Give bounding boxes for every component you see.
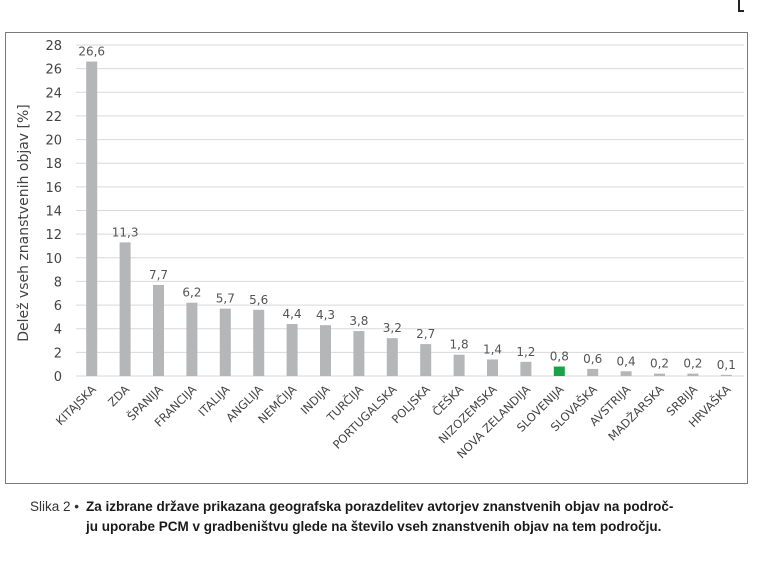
x-axis-labels: KITAJSKA ZDAŠPANIJAFRANCIJAITALIJAANGLIJA… (53, 381, 734, 461)
x-tick-label: KITAJSKA (53, 382, 99, 428)
value-label: 1,4 (483, 342, 502, 356)
y-tick-label: 20 (45, 134, 62, 149)
y-tick-label: 6 (54, 299, 62, 314)
y-tick-label: 18 (45, 157, 62, 172)
caption-lead: Slika 2 • (30, 499, 79, 514)
bar (119, 242, 131, 376)
value-label: 0,2 (650, 357, 669, 371)
y-tick-label: 24 (45, 86, 62, 101)
bar (654, 373, 665, 376)
value-label: 3,2 (383, 321, 402, 335)
bar (386, 338, 398, 376)
caption-line-1: Za izbrane države prikazana geografska p… (86, 499, 674, 514)
bar (620, 371, 632, 376)
y-tick-label: 22 (45, 110, 62, 125)
value-label: 0,6 (583, 352, 602, 366)
value-label: 5,6 (249, 293, 268, 307)
value-label: 7,7 (149, 268, 168, 282)
bar (153, 284, 164, 376)
value-label: 0,1 (717, 358, 736, 372)
bar (420, 344, 432, 376)
value-label: 3,8 (349, 314, 368, 328)
value-label: 26,6 (78, 45, 105, 59)
bar (687, 373, 699, 376)
bar (219, 308, 231, 376)
y-tick-label: 0 (54, 370, 62, 385)
figure-caption: Slika 2 • Za izbrane države prikazana geo… (30, 497, 760, 537)
value-label: 1,2 (516, 345, 535, 359)
bar (353, 331, 365, 376)
bar (720, 374, 732, 376)
bars (86, 61, 732, 377)
bar (587, 368, 599, 376)
page-corner-mark (738, 0, 744, 12)
value-label: 11,3 (112, 225, 139, 239)
value-label: 1,8 (450, 338, 469, 352)
y-tick-label: 8 (54, 275, 62, 290)
bar (253, 309, 265, 376)
bar (186, 302, 198, 376)
y-axis-label: Delež vseh znanstvenih objav [%] (16, 104, 32, 342)
bar (520, 361, 532, 376)
y-tick-label: 16 (45, 181, 62, 196)
value-label: 0,4 (617, 354, 636, 368)
value-label: 5,7 (216, 292, 235, 306)
grid-lines (76, 44, 744, 377)
value-label: 4,3 (316, 308, 335, 322)
caption-line-2: ju uporabe PCM v gradbeništvu glede na š… (86, 519, 662, 534)
y-tick-label: 14 (45, 205, 62, 220)
bar (553, 366, 565, 376)
bar (453, 354, 465, 376)
y-tick-label: 10 (45, 252, 62, 267)
value-labels: 26,6 11,3 7,7 6,2 5,7 5,6 4,4 4,3 3,8 3,2 2,7 1,8 1,… (78, 45, 736, 372)
bar (320, 325, 331, 376)
value-label: 4,4 (283, 307, 302, 321)
bar (286, 323, 298, 376)
value-label: 6,2 (182, 286, 201, 300)
value-label: 0,8 (550, 350, 569, 364)
bar (487, 359, 498, 376)
y-tick-label: 28 (45, 39, 62, 54)
y-tick-label: 4 (54, 323, 62, 338)
bar (86, 61, 98, 377)
y-tick-label: 2 (54, 346, 62, 361)
value-label: 0,2 (683, 357, 702, 371)
x-tick-label: ZDA (105, 382, 132, 409)
y-tick-label: 12 (45, 228, 62, 243)
y-tick-label: 26 (45, 63, 62, 78)
chart-frame: 0 2 4 6 8 10 12 14 16 18 20 22 24 26 28 26,6 11,3 7,7 6,2… (5, 32, 748, 484)
value-label: 2,7 (416, 327, 435, 341)
